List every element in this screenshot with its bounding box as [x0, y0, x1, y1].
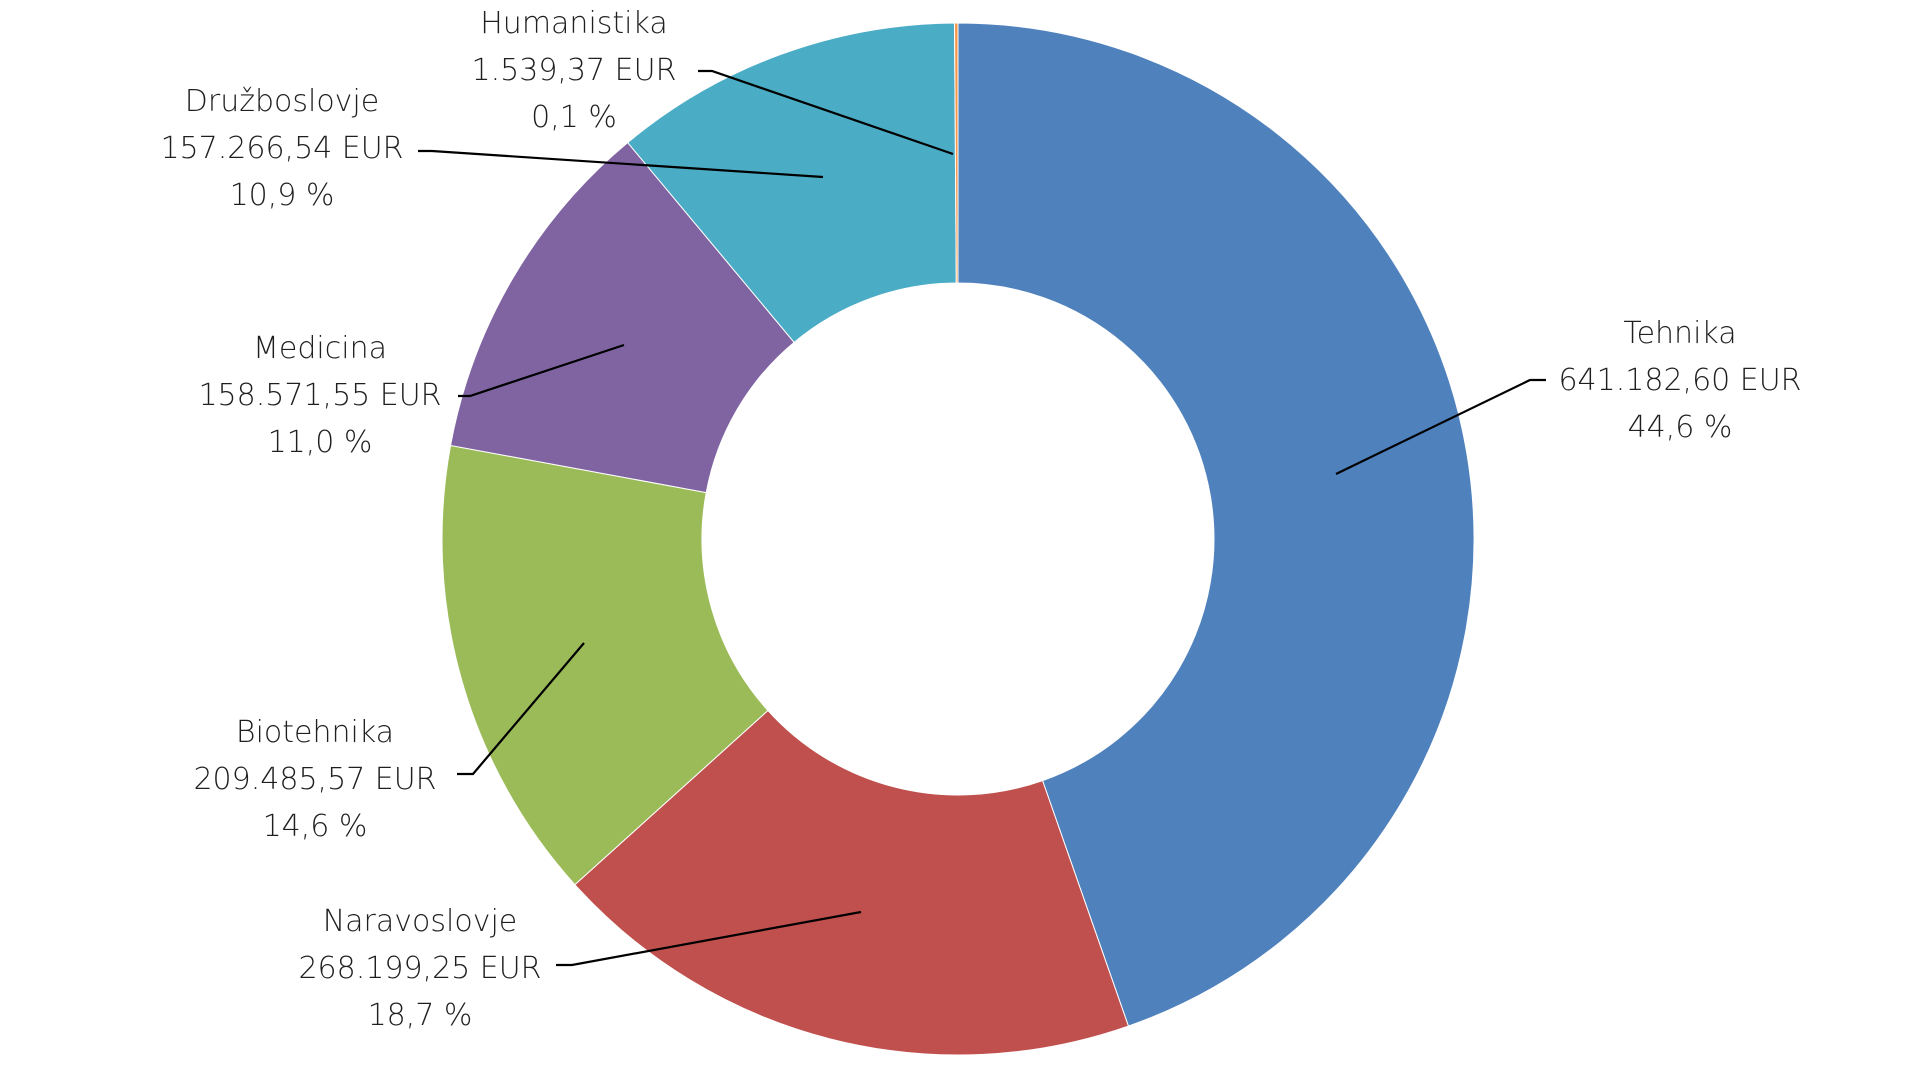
data-label-category: Humanistika: [480, 6, 668, 41]
data-label-amount: 158.571,55 EUR: [198, 378, 441, 413]
data-label: Medicina 158.571,55 EUR 11,0 %: [198, 331, 441, 460]
data-label: Naravoslovje 268.199,25 EUR 18,7 %: [298, 904, 541, 1033]
leader-line: [418, 149, 824, 179]
donut-slice-tehnika: [957, 22, 1475, 1027]
donut-slice-dru-boslovje: [626, 22, 957, 344]
data-label: Humanistika 1.539,37 EUR 0,1 %: [472, 6, 677, 135]
data-label: Družboslovje 157.266,54 EUR 10,9 %: [160, 84, 403, 213]
leader-line: [556, 910, 862, 967]
slices-layer: [441, 22, 1475, 1056]
donut-slice-humanistika: [954, 22, 959, 284]
data-label-percent: 10,9 %: [230, 178, 335, 213]
data-label-category: Medicina: [253, 331, 387, 366]
donut-slice-naravoslovje: [574, 709, 1130, 1056]
data-label-category: Naravoslovje: [323, 904, 518, 939]
data-label-amount: 641.182,60 EUR: [1558, 363, 1801, 398]
leader-lines-layer: [418, 69, 1546, 967]
donut-slice-biotehnika: [441, 444, 769, 886]
data-label-percent: 44,6 %: [1628, 410, 1733, 445]
data-label-amount: 268.199,25 EUR: [298, 951, 541, 986]
leader-line: [457, 642, 585, 776]
data-label-category: Tehnika: [1623, 316, 1736, 351]
data-label-amount: 157.266,54 EUR: [160, 131, 403, 166]
leader-line: [698, 69, 954, 156]
data-label-percent: 14,6 %: [263, 809, 368, 844]
data-labels-layer: Tehnika 641.182,60 EUR 44,6 % Naravoslovje 2…: [160, 6, 1801, 1033]
data-label: Biotehnika 209.485,57 EUR 14,6 %: [193, 715, 436, 844]
data-label-percent: 11,0 %: [268, 425, 373, 460]
data-label-category: Družboslovje: [185, 84, 379, 119]
data-label-percent: 18,7 %: [368, 998, 473, 1033]
data-label-amount: 1.539,37 EUR: [472, 53, 677, 88]
leader-line: [1335, 378, 1546, 475]
data-label-amount: 209.485,57 EUR: [193, 762, 436, 797]
data-label-percent: 0,1 %: [531, 100, 617, 135]
leader-line: [458, 343, 625, 398]
data-label: Tehnika 641.182,60 EUR 44,6 %: [1558, 316, 1801, 445]
data-label-category: Biotehnika: [236, 715, 394, 750]
donut-slice-medicina: [449, 141, 795, 494]
